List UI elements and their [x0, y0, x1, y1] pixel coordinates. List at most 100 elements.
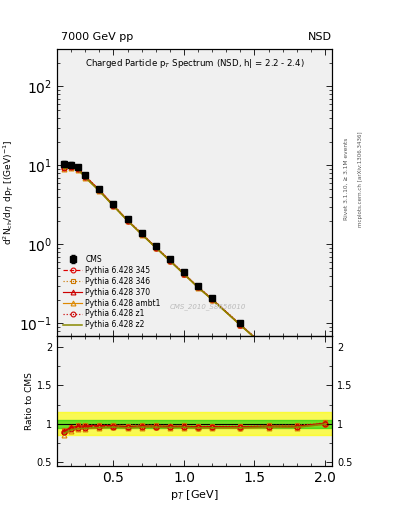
Pythia 6.428 z1: [69, 164, 73, 170]
Pythia 6.428 370: [294, 370, 299, 376]
Pythia 6.428 ambt1: [182, 271, 186, 278]
Pythia 6.428 345: [323, 393, 327, 399]
Pythia 6.428 z2: [125, 218, 130, 224]
Pythia 6.428 370: [111, 202, 116, 208]
Pythia 6.428 z2: [294, 371, 299, 377]
Pythia 6.428 370: [210, 296, 215, 302]
Pythia 6.428 345: [294, 371, 299, 377]
Bar: [57, 412, 332, 435]
Pythia 6.428 ambt1: [153, 245, 158, 251]
Pythia 6.428 346: [97, 187, 102, 193]
Pythia 6.428 z1: [153, 244, 158, 250]
Pythia 6.428 ambt1: [196, 285, 200, 291]
Pythia 6.428 z1: [196, 284, 200, 290]
Pythia 6.428 345: [83, 174, 88, 180]
Pythia 6.428 370: [167, 257, 172, 263]
Pythia 6.428 z2: [182, 271, 186, 277]
Line: Pythia 6.428 z2: Pythia 6.428 z2: [64, 167, 325, 396]
Pythia 6.428 z1: [97, 187, 102, 194]
Pythia 6.428 345: [69, 164, 73, 170]
Pythia 6.428 ambt1: [323, 393, 327, 399]
Pythia 6.428 ambt1: [83, 175, 88, 181]
Pythia 6.428 370: [125, 217, 130, 223]
Pythia 6.428 370: [238, 322, 243, 328]
Pythia 6.428 z2: [167, 258, 172, 264]
Line: Pythia 6.428 ambt1: Pythia 6.428 ambt1: [62, 166, 327, 399]
Pythia 6.428 z2: [196, 284, 200, 290]
Pythia 6.428 345: [266, 347, 271, 353]
Pythia 6.428 z2: [266, 347, 271, 353]
Pythia 6.428 345: [62, 164, 66, 170]
Pythia 6.428 z1: [111, 203, 116, 209]
Pythia 6.428 346: [266, 346, 271, 352]
Line: Pythia 6.428 370: Pythia 6.428 370: [62, 164, 327, 398]
Pythia 6.428 ambt1: [238, 323, 243, 329]
Pythia 6.428 346: [139, 230, 144, 237]
Text: 7000 GeV pp: 7000 GeV pp: [61, 32, 133, 42]
Pythia 6.428 z1: [238, 322, 243, 328]
Pythia 6.428 346: [210, 295, 215, 302]
Pythia 6.428 346: [182, 270, 186, 276]
Pythia 6.428 ambt1: [167, 258, 172, 264]
Y-axis label: d$^2$N$_{\rm ch}$/d$\eta\,$ dp$_T$ [(GeV)$^{-1}$]: d$^2$N$_{\rm ch}$/d$\eta\,$ dp$_T$ [(GeV…: [2, 139, 16, 245]
Pythia 6.428 345: [139, 231, 144, 237]
Pythia 6.428 345: [167, 258, 172, 264]
Pythia 6.428 370: [76, 165, 81, 171]
Pythia 6.428 z2: [111, 203, 116, 209]
Pythia 6.428 z1: [62, 165, 66, 171]
Pythia 6.428 z2: [76, 166, 81, 173]
Pythia 6.428 ambt1: [76, 166, 81, 173]
Pythia 6.428 346: [153, 244, 158, 250]
Pythia 6.428 370: [62, 164, 66, 170]
Pythia 6.428 z2: [139, 231, 144, 238]
Pythia 6.428 z1: [83, 174, 88, 180]
Pythia 6.428 370: [196, 284, 200, 290]
Pythia 6.428 ambt1: [210, 297, 215, 303]
Pythia 6.428 z1: [139, 231, 144, 237]
Pythia 6.428 ambt1: [69, 165, 73, 171]
Line: Pythia 6.428 z1: Pythia 6.428 z1: [62, 165, 327, 398]
Pythia 6.428 370: [266, 347, 271, 353]
Pythia 6.428 345: [97, 187, 102, 193]
Pythia 6.428 ambt1: [97, 188, 102, 194]
Pythia 6.428 346: [111, 202, 116, 208]
Pythia 6.428 z1: [294, 371, 299, 377]
Pythia 6.428 z2: [83, 174, 88, 180]
Pythia 6.428 345: [153, 244, 158, 250]
Pythia 6.428 z2: [153, 245, 158, 251]
Line: Pythia 6.428 345: Pythia 6.428 345: [62, 164, 327, 398]
Pythia 6.428 z2: [238, 322, 243, 328]
Pythia 6.428 346: [196, 284, 200, 290]
Pythia 6.428 370: [153, 244, 158, 250]
Pythia 6.428 z2: [62, 165, 66, 171]
Pythia 6.428 345: [76, 165, 81, 172]
Pythia 6.428 345: [238, 322, 243, 328]
Pythia 6.428 346: [238, 321, 243, 327]
Pythia 6.428 346: [76, 165, 81, 171]
Pythia 6.428 346: [62, 164, 66, 170]
Pythia 6.428 z1: [323, 393, 327, 399]
Pythia 6.428 z1: [266, 347, 271, 353]
Pythia 6.428 z2: [69, 164, 73, 170]
Bar: [57, 420, 332, 428]
Pythia 6.428 370: [69, 163, 73, 169]
Pythia 6.428 z1: [210, 296, 215, 303]
Text: Rivet 3.1.10, ≥ 3.1M events: Rivet 3.1.10, ≥ 3.1M events: [344, 138, 349, 220]
Pythia 6.428 ambt1: [294, 371, 299, 377]
Pythia 6.428 346: [323, 392, 327, 398]
Pythia 6.428 370: [323, 393, 327, 399]
Pythia 6.428 z1: [182, 271, 186, 277]
Pythia 6.428 ambt1: [62, 166, 66, 172]
X-axis label: p$_T$ [GeV]: p$_T$ [GeV]: [170, 487, 219, 502]
Pythia 6.428 346: [83, 173, 88, 179]
Pythia 6.428 370: [83, 173, 88, 179]
Text: Charged Particle p$_T$ Spectrum (NSD, h| = 2.2 - 2.4): Charged Particle p$_T$ Spectrum (NSD, h|…: [85, 57, 304, 70]
Pythia 6.428 ambt1: [125, 218, 130, 224]
Pythia 6.428 345: [125, 218, 130, 224]
Pythia 6.428 345: [196, 284, 200, 290]
Pythia 6.428 ambt1: [266, 347, 271, 353]
Pythia 6.428 370: [139, 231, 144, 237]
Y-axis label: Ratio to CMS: Ratio to CMS: [25, 372, 34, 430]
Pythia 6.428 346: [125, 217, 130, 223]
Pythia 6.428 370: [97, 187, 102, 193]
